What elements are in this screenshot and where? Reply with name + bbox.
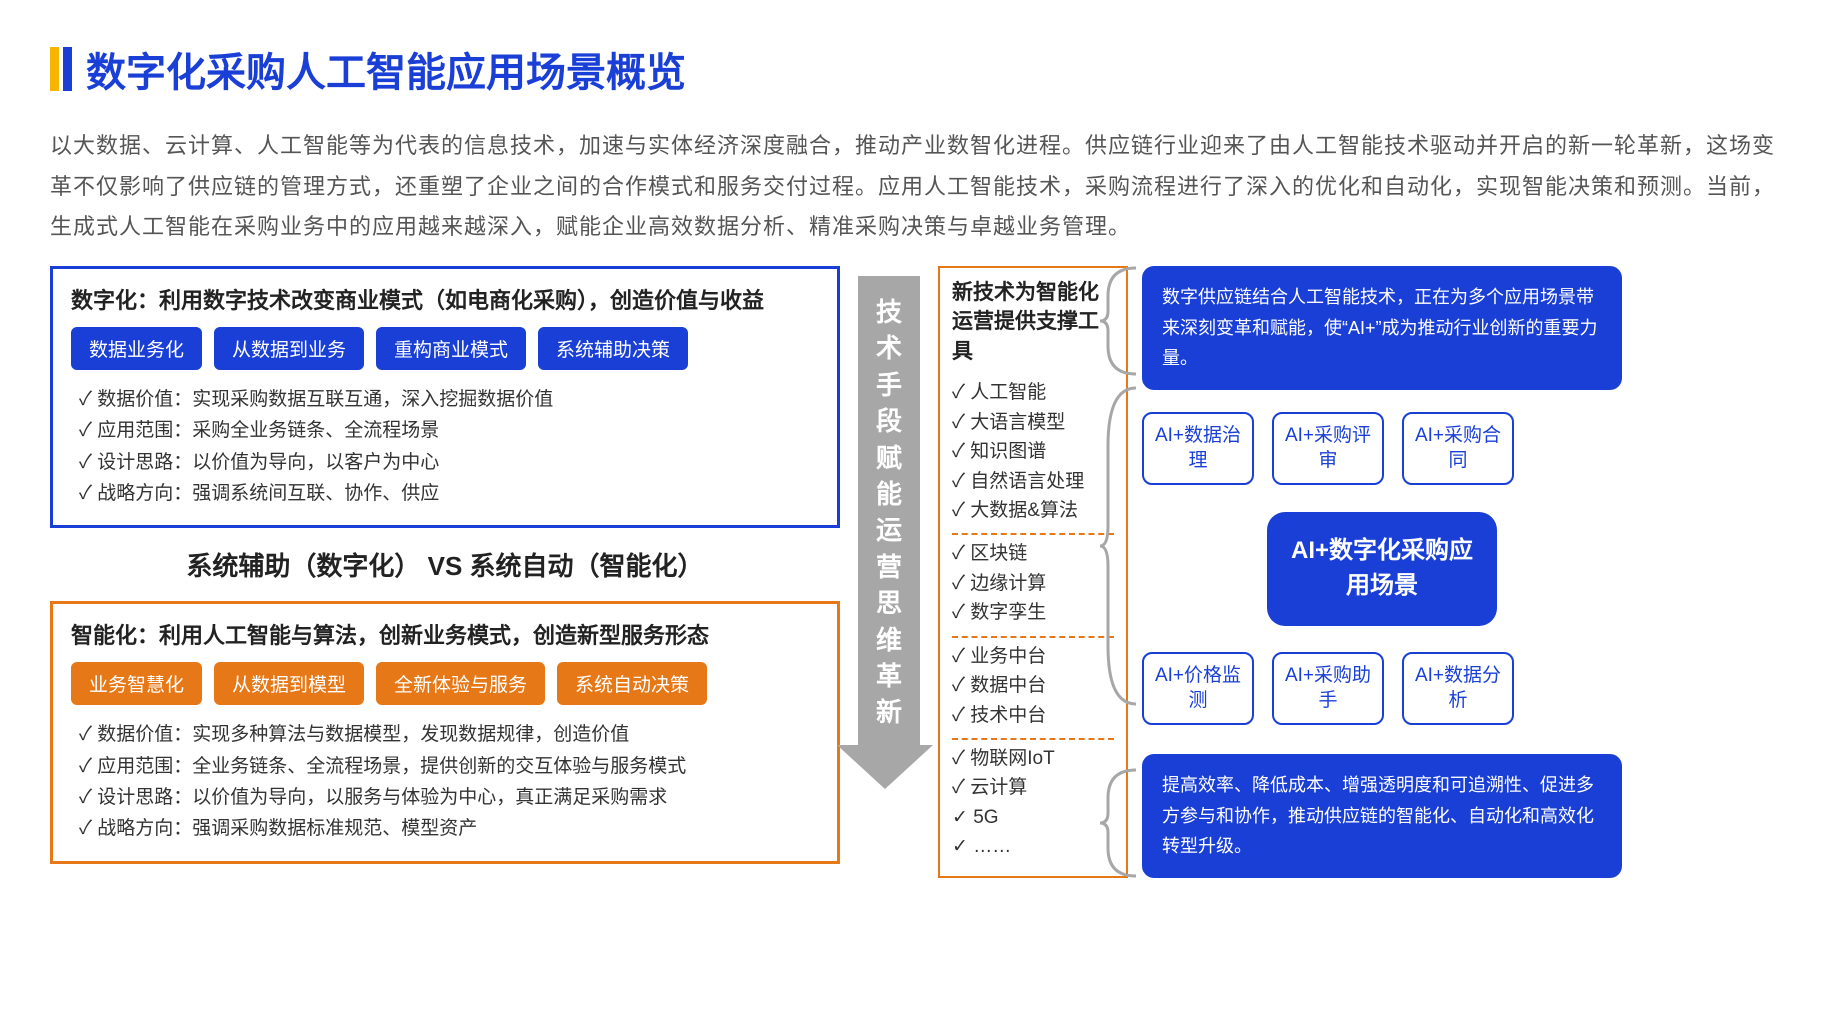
brace-top-icon: [1098, 266, 1138, 376]
arrow-char: 新: [876, 694, 902, 730]
top-callout: 数字供应链结合人工智能技术，正在为多个应用场景带来深刻变革和赋能，使“AI+”成…: [1142, 266, 1622, 390]
tech-item: 人工智能: [952, 378, 1114, 407]
tech-item: 5G: [952, 803, 1114, 832]
tech-item: 大数据&算法: [952, 496, 1114, 525]
arrow-head-icon: [837, 745, 933, 789]
intelligent-bullet: 设计思路：以价值为导向，以服务与体验为中心，真正满足采购需求: [79, 782, 819, 813]
digital-pill: 数据业务化: [71, 327, 202, 370]
bottom-callout: 提高效率、降低成本、增强透明度和可追溯性、促进多方参与和协作，推动供应链的智能化…: [1142, 754, 1622, 878]
arrow-column: 技 术 手 段 赋 能 运 营 思 维 革 新: [854, 266, 924, 878]
arrow-char: 术: [876, 330, 902, 366]
accent-bar-yellow: [50, 47, 59, 91]
tech-group: 业务中台 数据中台 技术中台: [952, 636, 1114, 734]
tech-item: 区块链: [952, 539, 1114, 568]
tech-heading: 新技术为智能化运营提供支撑工具: [952, 278, 1114, 366]
digital-bullet: 应用范围：采购全业务链条、全流程场景: [79, 415, 819, 446]
arrow-char: 革: [876, 658, 902, 694]
column-right: 数字供应链结合人工智能技术，正在为多个应用场景带来深刻变革和赋能，使“AI+”成…: [1142, 266, 1622, 878]
arrow-char: 思: [876, 585, 902, 621]
tech-item: 数据中台: [952, 671, 1114, 700]
arrow-char: 营: [876, 549, 902, 585]
tech-item: ……: [952, 832, 1114, 861]
title-accent-bars: [50, 47, 72, 91]
column-left: 数字化：利用数字技术改变商业模式（如电商化采购），创造价值与收益 数据业务化 从…: [50, 266, 840, 878]
intro-paragraph: 以大数据、云计算、人工智能等为代表的信息技术，加速与实体经济深度融合，推动产业数…: [50, 126, 1778, 248]
intelligent-pill: 系统自动决策: [557, 662, 707, 705]
scenario-center: AI+数字化采购应用场景: [1267, 512, 1497, 626]
tech-item: 物联网IoT: [952, 744, 1114, 773]
digital-bullet: 设计思路：以价值为导向，以客户为中心: [79, 447, 819, 478]
intelligent-pill: 从数据到模型: [214, 662, 364, 705]
intelligent-box: 智能化：利用人工智能与算法，创新业务模式，创造新型服务形态 业务智慧化 从数据到…: [50, 601, 840, 863]
digital-bullet: 战略方向：强调系统间互联、协作、供应: [79, 478, 819, 509]
digital-bullet: 数据价值：实现采购数据互联互通，深入挖掘数据价值: [79, 384, 819, 415]
tech-group: 人工智能 大语言模型 知识图谱 自然语言处理 大数据&算法: [952, 374, 1114, 529]
scenario-box: AI+数据分析: [1402, 652, 1514, 725]
intelligent-pill: 业务智慧化: [71, 662, 202, 705]
page-title: 数字化采购人工智能应用场景概览: [86, 40, 686, 98]
digital-pill: 系统辅助决策: [538, 327, 688, 370]
scenario-wrap: AI+数据治理 AI+采购评审 AI+采购合同 AI+数字化采购应用场景 AI+…: [1142, 412, 1622, 732]
arrow-char: 维: [876, 622, 902, 658]
tech-item: 数字孪生: [952, 598, 1114, 627]
intelligent-heading: 智能化：利用人工智能与算法，创新业务模式，创造新型服务形态: [71, 618, 819, 650]
digital-pill-row: 数据业务化 从数据到业务 重构商业模式 系统辅助决策: [71, 327, 819, 370]
digital-pill: 重构商业模式: [376, 327, 526, 370]
accent-bar-blue: [63, 47, 72, 91]
intelligent-bullets: 数据价值：实现多种算法与数据模型，发现数据规律，创造价值 应用范围：全业务链条、…: [71, 719, 819, 844]
digital-bullets: 数据价值：实现采购数据互联互通，深入挖掘数据价值 应用范围：采购全业务链条、全流…: [71, 384, 819, 509]
scenario-box: AI+采购评审: [1272, 412, 1384, 485]
diagram-container: 数字化：利用数字技术改变商业模式（如电商化采购），创造价值与收益 数据业务化 从…: [50, 266, 1778, 878]
intelligent-pill-row: 业务智慧化 从数据到模型 全新体验与服务 系统自动决策: [71, 662, 819, 705]
arrow-char: 技: [876, 294, 902, 330]
scenario-box: AI+采购助手: [1272, 652, 1384, 725]
arrow-char: 手: [876, 367, 902, 403]
scenario-box: AI+采购合同: [1402, 412, 1514, 485]
arrow-char: 赋: [876, 440, 902, 476]
digital-heading: 数字化：利用数字技术改变商业模式（如电商化采购），创造价值与收益: [71, 283, 819, 315]
vs-heading: 系统辅助（数字化） VS 系统自动（智能化）: [50, 540, 840, 589]
intelligent-pill: 全新体验与服务: [376, 662, 545, 705]
intelligent-bullet: 战略方向：强调采购数据标准规范、模型资产: [79, 813, 819, 844]
tech-item: 大语言模型: [952, 408, 1114, 437]
arrow-char: 段: [876, 403, 902, 439]
tech-item: 边缘计算: [952, 569, 1114, 598]
arrow-body: 技 术 手 段 赋 能 运 营 思 维 革 新: [858, 276, 920, 745]
tech-item: 自然语言处理: [952, 467, 1114, 496]
digital-box: 数字化：利用数字技术改变商业模式（如电商化采购），创造价值与收益 数据业务化 从…: [50, 266, 840, 528]
arrow-char: 能: [876, 476, 902, 512]
tech-item: 技术中台: [952, 701, 1114, 730]
intelligent-bullet: 数据价值：实现多种算法与数据模型，发现数据规律，创造价值: [79, 719, 819, 750]
title-row: 数字化采购人工智能应用场景概览: [50, 40, 1778, 98]
brace-bottom-icon: [1098, 768, 1138, 878]
tech-item: 业务中台: [952, 642, 1114, 671]
tech-group: 区块链 边缘计算 数字孪生: [952, 533, 1114, 631]
digital-pill: 从数据到业务: [214, 327, 364, 370]
scenario-box: AI+价格监测: [1142, 652, 1254, 725]
tech-group: 物联网IoT 云计算 5G ……: [952, 738, 1114, 866]
intelligent-bullet: 应用范围：全业务链条、全流程场景，提供创新的交互体验与服务模式: [79, 751, 819, 782]
tech-item: 知识图谱: [952, 437, 1114, 466]
tech-item: 云计算: [952, 773, 1114, 802]
brace-mid-icon: [1098, 386, 1138, 706]
arrow-char: 运: [876, 512, 902, 548]
scenario-box: AI+数据治理: [1142, 412, 1254, 485]
